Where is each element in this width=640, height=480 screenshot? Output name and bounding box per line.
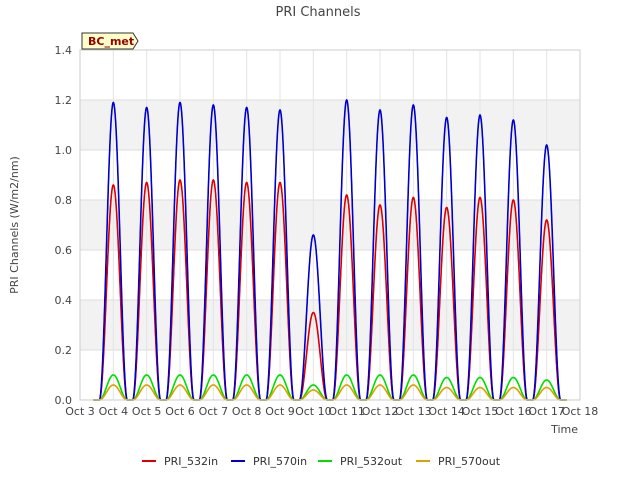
legend-label: PRI_532out <box>340 455 403 468</box>
x-tick-label: Oct 17 <box>528 405 565 418</box>
x-axis-label: Time <box>550 423 578 436</box>
y-tick-label: 0.6 <box>55 244 73 257</box>
y-tick-label: 1.4 <box>55 44 73 57</box>
y-axis-label: PRI Channels (W/m2/nm) <box>8 156 21 294</box>
x-tick-label: Oct 15 <box>462 405 499 418</box>
x-tick-label: Oct 12 <box>362 405 399 418</box>
x-tick-label: Oct 8 <box>232 405 262 418</box>
plot-frame <box>79 49 581 401</box>
x-tick-label: Oct 11 <box>328 405 365 418</box>
chart-title: PRI Channels <box>276 5 361 20</box>
y-tick-label: 0.0 <box>55 394 73 407</box>
legend-label: PRI_570out <box>438 455 501 468</box>
x-tick-label: Oct 10 <box>295 405 332 418</box>
y-tick-label: 0.2 <box>55 344 73 357</box>
site-label: BC_met <box>88 35 134 48</box>
legend-label: PRI_532in <box>164 455 218 468</box>
x-tick-label: Oct 16 <box>495 405 532 418</box>
x-tick-label: Oct 5 <box>132 405 162 418</box>
x-tick-label: Oct 13 <box>395 405 432 418</box>
y-tick-label: 1.0 <box>55 144 73 157</box>
x-tick-label: Oct 18 <box>562 405 599 418</box>
x-tick-label: Oct 6 <box>165 405 195 418</box>
legend: PRI_532in PRI_570in PRI_532out PRI_570out <box>142 455 501 468</box>
grid-band <box>80 300 580 350</box>
y-tick-label: 0.4 <box>55 294 73 307</box>
grid-band <box>80 100 580 150</box>
y-tick-label: 0.8 <box>55 194 73 207</box>
y-axis-ticks: 0.0 0.2 0.4 0.6 0.8 1.0 1.2 1.4 <box>55 44 73 407</box>
legend-label: PRI_570in <box>253 455 307 468</box>
grid-band <box>80 200 580 250</box>
x-tick-label: Oct 9 <box>265 405 295 418</box>
x-tick-label: Oct 3 <box>65 405 95 418</box>
x-axis-ticks: Oct 3 Oct 4 Oct 5 Oct 6 Oct 7 Oct 8 Oct 9 Oct 1… <box>65 405 598 418</box>
x-tick-label: Oct 4 <box>99 405 129 418</box>
site-label-box: BC_met <box>81 32 139 50</box>
x-tick-label: Oct 14 <box>428 405 465 418</box>
y-tick-label: 1.2 <box>55 94 73 107</box>
plot-background <box>80 50 580 400</box>
x-tick-label: Oct 7 <box>199 405 229 418</box>
